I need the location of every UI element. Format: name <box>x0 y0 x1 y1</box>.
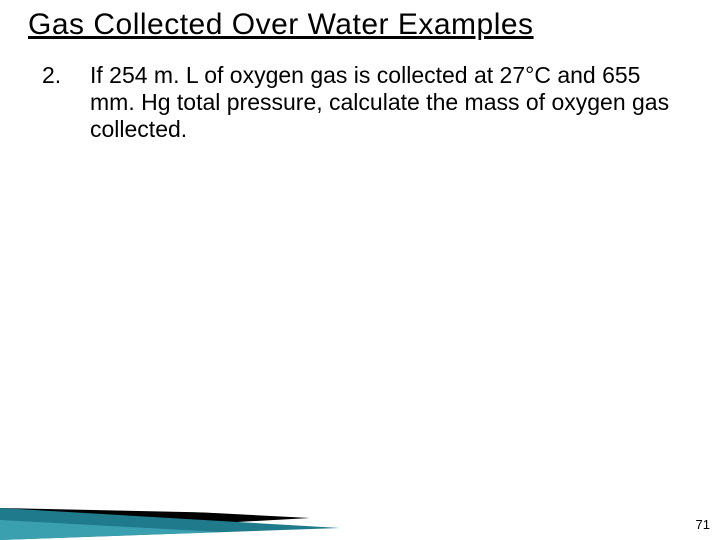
list-item: 2. If 254 m. L of oxygen gas is collecte… <box>36 62 684 143</box>
slide: Gas Collected Over Water Examples 2. If … <box>0 0 720 540</box>
body-list: 2. If 254 m. L of oxygen gas is collecte… <box>36 62 684 143</box>
list-number: 2. <box>36 62 90 143</box>
slide-title: Gas Collected Over Water Examples <box>28 8 692 42</box>
list-text: If 254 m. L of oxygen gas is collected a… <box>90 62 684 143</box>
corner-decor <box>0 460 720 540</box>
page-number: 71 <box>696 517 710 532</box>
